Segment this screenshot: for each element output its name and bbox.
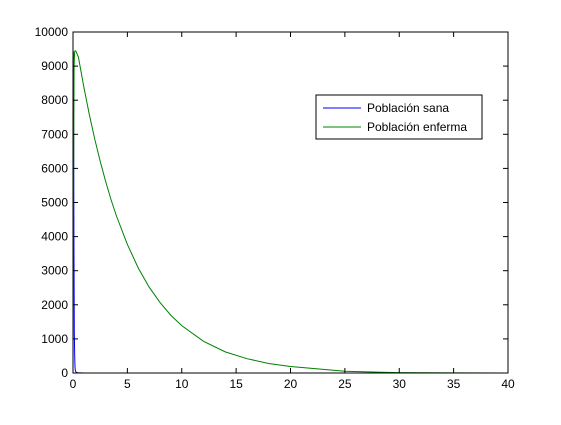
y-tick-label: 10000: [35, 25, 69, 39]
y-tick-label: 7000: [41, 127, 68, 141]
x-tick-label: 0: [70, 377, 77, 391]
y-tick-label: 9000: [41, 59, 68, 73]
y-tick-label: 2000: [41, 298, 68, 312]
x-tick-label: 5: [124, 377, 131, 391]
x-tick-label: 25: [338, 377, 352, 391]
series-line-2: [72, 50, 509, 374]
legend-box: [315, 94, 483, 140]
y-tick-label: 0: [61, 366, 68, 380]
x-tick-label: 10: [175, 377, 189, 391]
x-tick-label: 35: [447, 377, 461, 391]
plot-area: [73, 32, 508, 373]
y-tick-label: 8000: [41, 93, 68, 107]
axes-frame: [72, 31, 509, 374]
legend-label-1: Población sana: [367, 101, 449, 115]
y-tick-label: 5000: [41, 196, 68, 210]
x-tick-label: 40: [501, 377, 515, 391]
x-tick-label: 20: [284, 377, 298, 391]
y-tick-label: 4000: [41, 230, 68, 244]
y-tick-label: 3000: [41, 264, 68, 278]
y-tick-label: 1000: [41, 332, 68, 346]
legend-label-2: Población enferma: [367, 120, 467, 134]
x-tick-label: 30: [393, 377, 407, 391]
y-tick-label: 6000: [41, 161, 68, 175]
x-tick-label: 15: [229, 377, 243, 391]
